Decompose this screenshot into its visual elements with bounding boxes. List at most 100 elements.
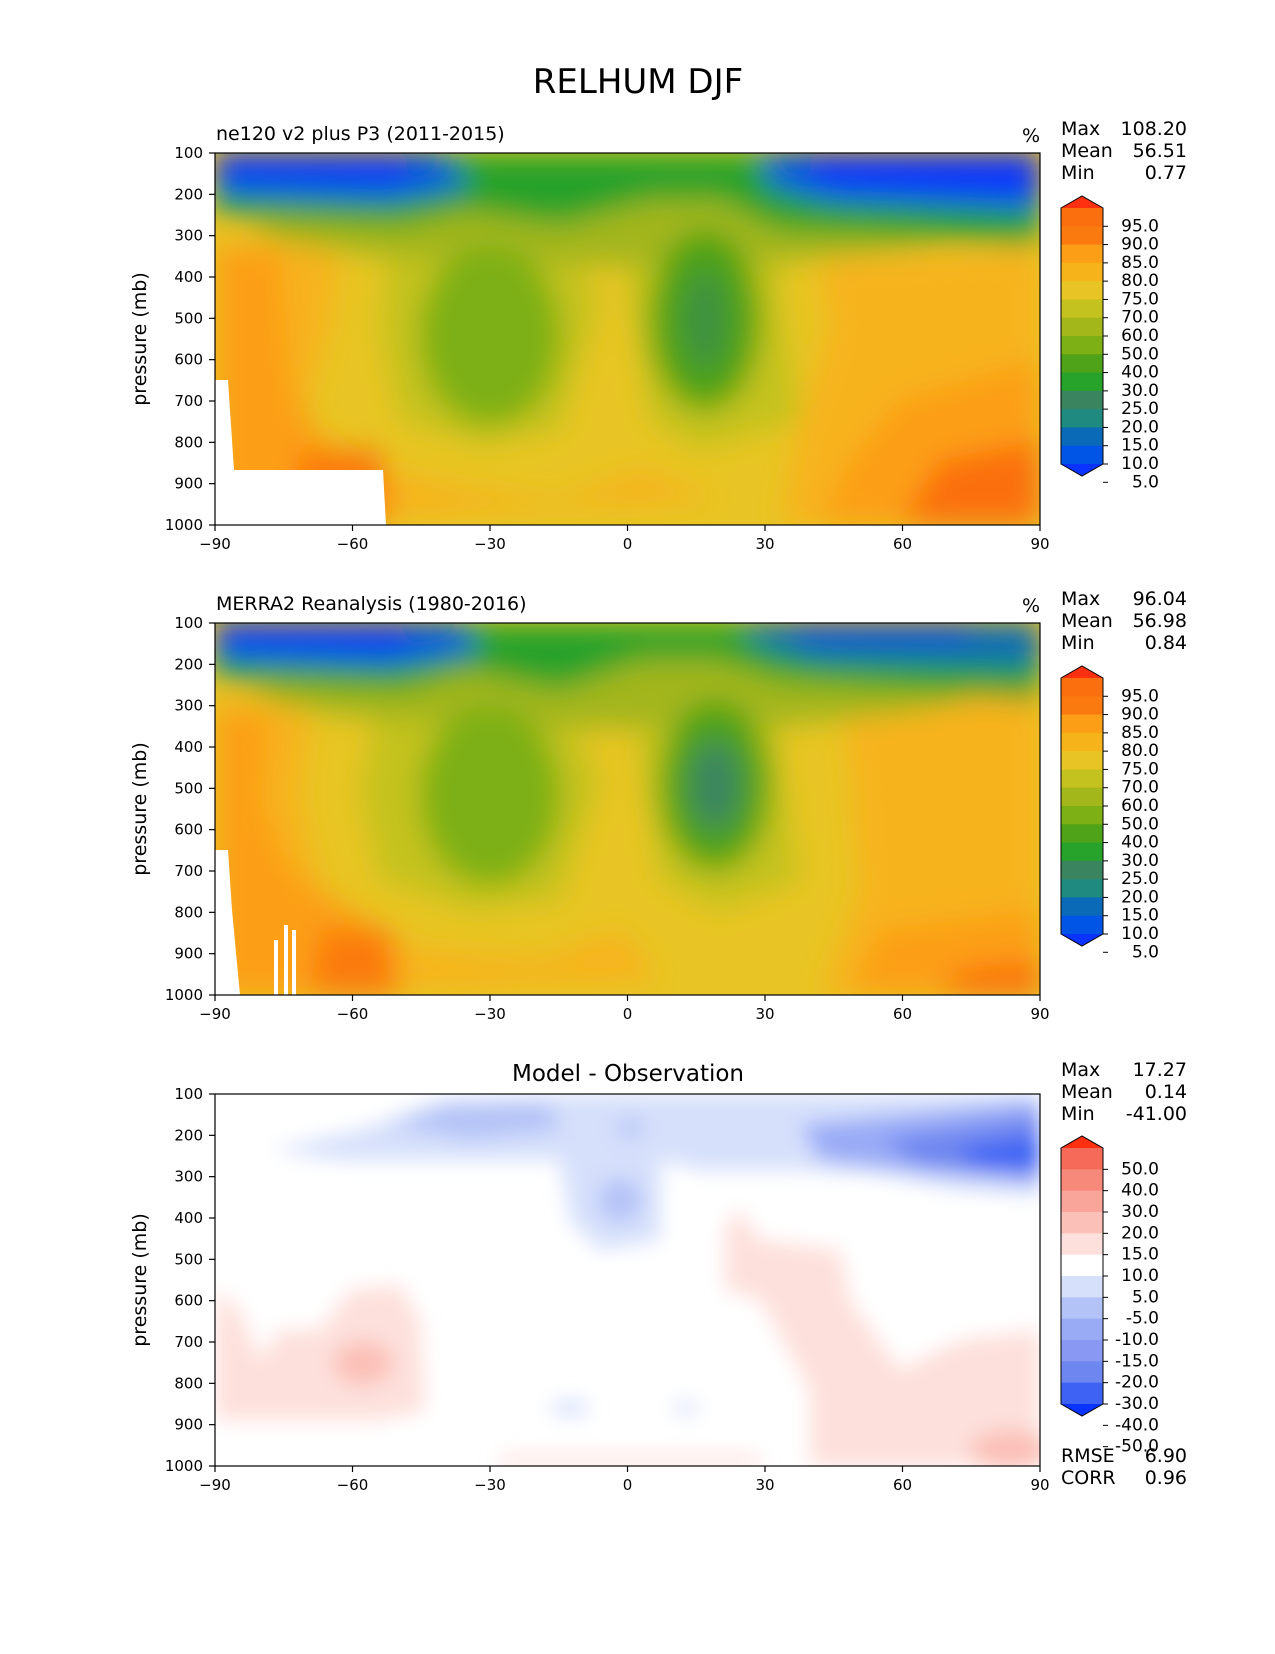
dry-zone-south — [420, 705, 560, 885]
dry-core-north — [683, 270, 727, 370]
stat-value-mean: 56.98 — [1133, 610, 1187, 632]
colorbar-label: 85.0 — [1121, 253, 1159, 273]
colorbar-label: 10.0 — [1121, 1266, 1159, 1286]
colorbar-difference: 50.040.030.020.015.010.05.0-5.0-10.0-15.… — [1060, 1135, 1159, 1457]
colorbar-label: 20.0 — [1121, 417, 1159, 437]
colorbar-label: 10.0 — [1121, 924, 1159, 944]
y-tick-label: 100 — [174, 1085, 203, 1103]
colorbar-label: 30.0 — [1121, 851, 1159, 871]
y-tick-label: 300 — [174, 227, 203, 245]
y-tick-label: 400 — [174, 1209, 203, 1227]
colorbar-label: 95.0 — [1121, 216, 1159, 236]
very-moist-north — [940, 960, 1040, 995]
stat-value-mean: 56.51 — [1133, 140, 1187, 162]
panel-title-observation: MERRA2 Reanalysis (1980-2016) — [216, 593, 527, 615]
panel-observation: MERRA2 Reanalysis (1980-2016) % pressure… — [129, 588, 1187, 1023]
stat-label-max: Max — [1061, 1059, 1100, 1081]
y-tick-label: 100 — [174, 614, 203, 632]
colorbar-label: 90.0 — [1121, 705, 1159, 725]
colorbar-swatch — [1061, 860, 1103, 880]
upper-driest — [215, 623, 420, 645]
stat-label-mean: Mean — [1061, 1081, 1113, 1103]
stat-label-mean: Mean — [1061, 610, 1113, 632]
y-tick-label: 1000 — [165, 1457, 203, 1475]
colorbar-extend-min — [1061, 934, 1103, 946]
x-tick-label: 0 — [623, 1476, 633, 1494]
colorbar-label: 5.0 — [1132, 942, 1159, 962]
stat-value-corr: 0.96 — [1145, 1467, 1187, 1489]
panel-title-model: ne120 v2 plus P3 (2011-2015) — [216, 123, 505, 145]
colorbar-label: 80.0 — [1121, 271, 1159, 291]
colorbar-swatch — [1061, 787, 1103, 807]
colorbar-swatch — [1061, 244, 1103, 264]
colorbar-label: 70.0 — [1121, 778, 1159, 798]
moist-core-south — [215, 250, 380, 525]
colorbar-swatch — [1061, 445, 1103, 465]
colorbar-label: 75.0 — [1121, 759, 1159, 779]
colorbar-label: 50.0 — [1121, 1159, 1159, 1179]
colorbar-swatch — [1061, 732, 1103, 752]
colorbar-label: 5.0 — [1132, 472, 1159, 492]
colorbar-label: -10.0 — [1115, 1330, 1159, 1350]
contour-field-model — [215, 153, 1040, 525]
colorbar-label: 20.0 — [1121, 887, 1159, 907]
colorbar-swatch — [1061, 1382, 1103, 1405]
colorbar-swatch — [1061, 299, 1103, 319]
panel-model: ne120 v2 plus P3 (2011-2015) % pressure … — [129, 118, 1187, 553]
colorbar-label: -15.0 — [1115, 1351, 1159, 1371]
positive-band-north — [725, 1210, 1040, 1466]
colorbar-label: 20.0 — [1121, 1223, 1159, 1243]
negative-spot-small — [616, 1119, 644, 1137]
y-tick-label: 300 — [174, 1168, 203, 1186]
x-axis-model: −90 −60 −30 0 30 60 90 — [199, 525, 1050, 553]
y-tick-label: 900 — [174, 1416, 203, 1434]
colorbar-label: 5.0 — [1132, 1287, 1159, 1307]
colorbar-label: 15.0 — [1121, 436, 1159, 456]
colorbar-extend-min — [1061, 1404, 1103, 1416]
y-tick-label: 1000 — [165, 516, 203, 534]
colorbar-swatch — [1061, 769, 1103, 789]
contour-field-observation — [215, 623, 1040, 995]
x-tick-label: −60 — [337, 535, 369, 553]
colorbar-extend-min — [1061, 464, 1103, 476]
colorbar-label: 15.0 — [1121, 906, 1159, 926]
x-tick-label: −60 — [337, 1005, 369, 1023]
x-tick-label: −90 — [199, 1005, 231, 1023]
x-tick-label: 30 — [755, 535, 774, 553]
upper-driest-north — [790, 623, 980, 640]
colorbar-label: -50.0 — [1115, 1437, 1159, 1457]
colorbar-swatch — [1061, 1318, 1103, 1341]
y-tick-label: 700 — [174, 1333, 203, 1351]
y-tick-label: 600 — [174, 1292, 203, 1310]
stat-value-rmse: 6.90 — [1145, 1445, 1187, 1467]
colorbar-label: 25.0 — [1121, 869, 1159, 889]
panel-difference: Model - Observation pressure (mb) −90 −60… — [129, 1059, 1187, 1494]
x-tick-label: 90 — [1030, 1476, 1049, 1494]
x-tick-label: 90 — [1030, 1005, 1049, 1023]
dry-core-north — [690, 740, 740, 830]
x-tick-label: −30 — [474, 1476, 506, 1494]
stat-value-min: 0.84 — [1145, 632, 1187, 654]
colorbar-swatch — [1061, 678, 1103, 697]
negative-core-driest — [960, 1135, 1040, 1170]
colorbar-label: -20.0 — [1115, 1373, 1159, 1393]
colorbar-swatch — [1061, 317, 1103, 337]
colorbar-label: 75.0 — [1121, 289, 1159, 309]
colorbar-label: 60.0 — [1121, 796, 1159, 816]
y-axis-label-observation: pressure (mb) — [129, 742, 151, 876]
y-tick-label: 300 — [174, 697, 203, 715]
colorbar-label: 95.0 — [1121, 686, 1159, 706]
colorbar-label: 10.0 — [1121, 454, 1159, 474]
y-tick-label: 1000 — [165, 986, 203, 1004]
x-tick-label: 0 — [623, 1005, 633, 1023]
colorbar-model: 95.090.085.080.075.070.060.050.040.030.0… — [1060, 195, 1159, 492]
colorbar-swatch — [1061, 1254, 1103, 1277]
negative-zone-upper-south — [390, 1104, 560, 1140]
colorbar-swatch — [1061, 1340, 1103, 1362]
moist-core-south — [215, 710, 400, 995]
panel-units-observation: % — [1022, 595, 1040, 617]
y-tick-label: 500 — [174, 1250, 203, 1268]
colorbar-observation: 95.090.085.080.075.070.060.050.040.030.0… — [1060, 665, 1159, 962]
colorbar-swatch — [1061, 427, 1103, 447]
